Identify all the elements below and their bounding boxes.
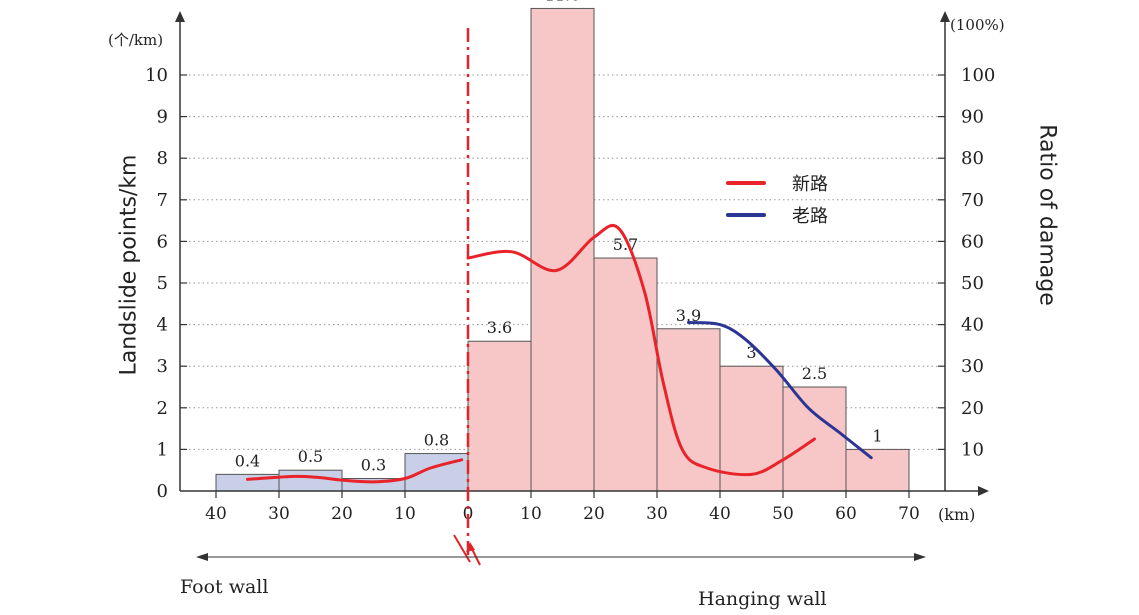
series-line-new-road-1 [466, 223, 816, 477]
foot-wall-arrowhead-icon [196, 553, 208, 561]
legend-item-old-road: 老路 [726, 202, 828, 228]
tick-labels: 0 1 2 3 4 5 6 7 8 9 10 10 20 30 40 50 60 70 80 90 100 40 30 20 1… [145, 65, 995, 524]
legend-swatch-old-road [726, 213, 766, 217]
y-tick-label-right: 90 [961, 107, 984, 128]
y-tick-label-left: 3 [157, 356, 168, 377]
foot-wall-label: Foot wall [180, 576, 269, 598]
x-axis-arrow [978, 486, 989, 496]
y-tick-label-right: 10 [961, 439, 984, 460]
hanging-wall-label: Hanging wall [698, 588, 827, 610]
y-axis-right-arrow [940, 11, 950, 22]
legend-swatch-new-road [726, 181, 766, 185]
series-line-old-road-0 [687, 321, 873, 460]
x-tick-label: 40 [709, 504, 731, 524]
bar-7 [656, 328, 721, 492]
bar-label-7: 3.9 [676, 306, 701, 325]
fault-marker [453, 28, 481, 566]
bar-label-2: 0.3 [361, 456, 386, 475]
y-tick-label-left: 4 [157, 315, 168, 336]
x-tick-label: 30 [268, 504, 290, 524]
y-tick-label-right: 20 [961, 398, 984, 419]
x-tick-label: 40 [205, 504, 227, 524]
y-tick-label-left: 6 [157, 231, 168, 252]
bar-label-1: 0.5 [298, 447, 323, 466]
legend-label-new-road: 新路 [792, 174, 828, 195]
y-tick-label-left: 5 [157, 273, 168, 294]
y-tick-label-right: 100 [961, 65, 995, 86]
x-tick-label: 60 [835, 504, 857, 524]
y-axis-unit-left: (个/km) [108, 31, 164, 49]
axes [175, 11, 989, 498]
x-tick-label: 50 [772, 504, 794, 524]
y-tick-label-left: 8 [157, 148, 168, 169]
bar-label-0: 0.4 [235, 451, 260, 470]
legend-label-old-road: 老路 [792, 206, 828, 227]
hanging-wall-arrowhead-icon [914, 553, 926, 561]
y-axis-title-right: Ratio of damage [1034, 124, 1060, 306]
y-tick-label-right: 60 [961, 231, 984, 252]
x-tick-label: 10 [394, 504, 416, 524]
series-lines [246, 223, 873, 484]
bars [215, 7, 910, 492]
x-axis-unit: (km) [938, 505, 976, 524]
bar-4 [467, 340, 532, 492]
y-axis-left-arrow [175, 11, 185, 22]
bar-6 [593, 257, 658, 492]
series-line-new-road-0 [246, 458, 464, 484]
bar-5 [530, 7, 595, 492]
y-tick-label-left: 7 [157, 190, 168, 211]
x-tick-label: 10 [520, 504, 542, 524]
x-tick-label: 20 [583, 504, 605, 524]
bar-10 [845, 448, 910, 492]
x-tick-label: 70 [898, 504, 920, 524]
y-tick-label-right: 50 [961, 273, 984, 294]
y-tick-label-right: 30 [961, 356, 984, 377]
bar-label-10: 1 [872, 426, 882, 445]
bar-label-9: 2.5 [802, 364, 827, 383]
y-tick-label-left: 0 [157, 481, 168, 502]
y-tick-label-left: 9 [157, 107, 168, 128]
fault-slip-arrowhead-icon [466, 542, 475, 552]
bar-labels: 0.40.50.30.83.611.65.73.932.51 [235, 0, 883, 475]
y-axis-unit-right: (100%) [950, 16, 1005, 34]
y-tick-label-right: 40 [961, 315, 984, 336]
wall-arrows [196, 553, 926, 561]
bar-label-5: 11.6 [545, 0, 581, 4]
y-tick-label-left: 2 [157, 398, 168, 419]
y-tick-label-right: 80 [961, 148, 984, 169]
bar-label-8: 3 [746, 343, 756, 362]
y-axis-title-left: Landslide points/km [116, 154, 142, 376]
bar-label-3: 0.8 [424, 431, 449, 450]
legend-item-new-road: 新路 [726, 170, 828, 196]
x-tick-label: 30 [646, 504, 668, 524]
y-tick-label-left: 1 [157, 439, 168, 460]
y-tick-label-left: 10 [145, 65, 168, 86]
bar-label-4: 3.6 [487, 318, 512, 337]
y-tick-label-right: 70 [961, 190, 984, 211]
x-tick-label: 20 [331, 504, 353, 524]
